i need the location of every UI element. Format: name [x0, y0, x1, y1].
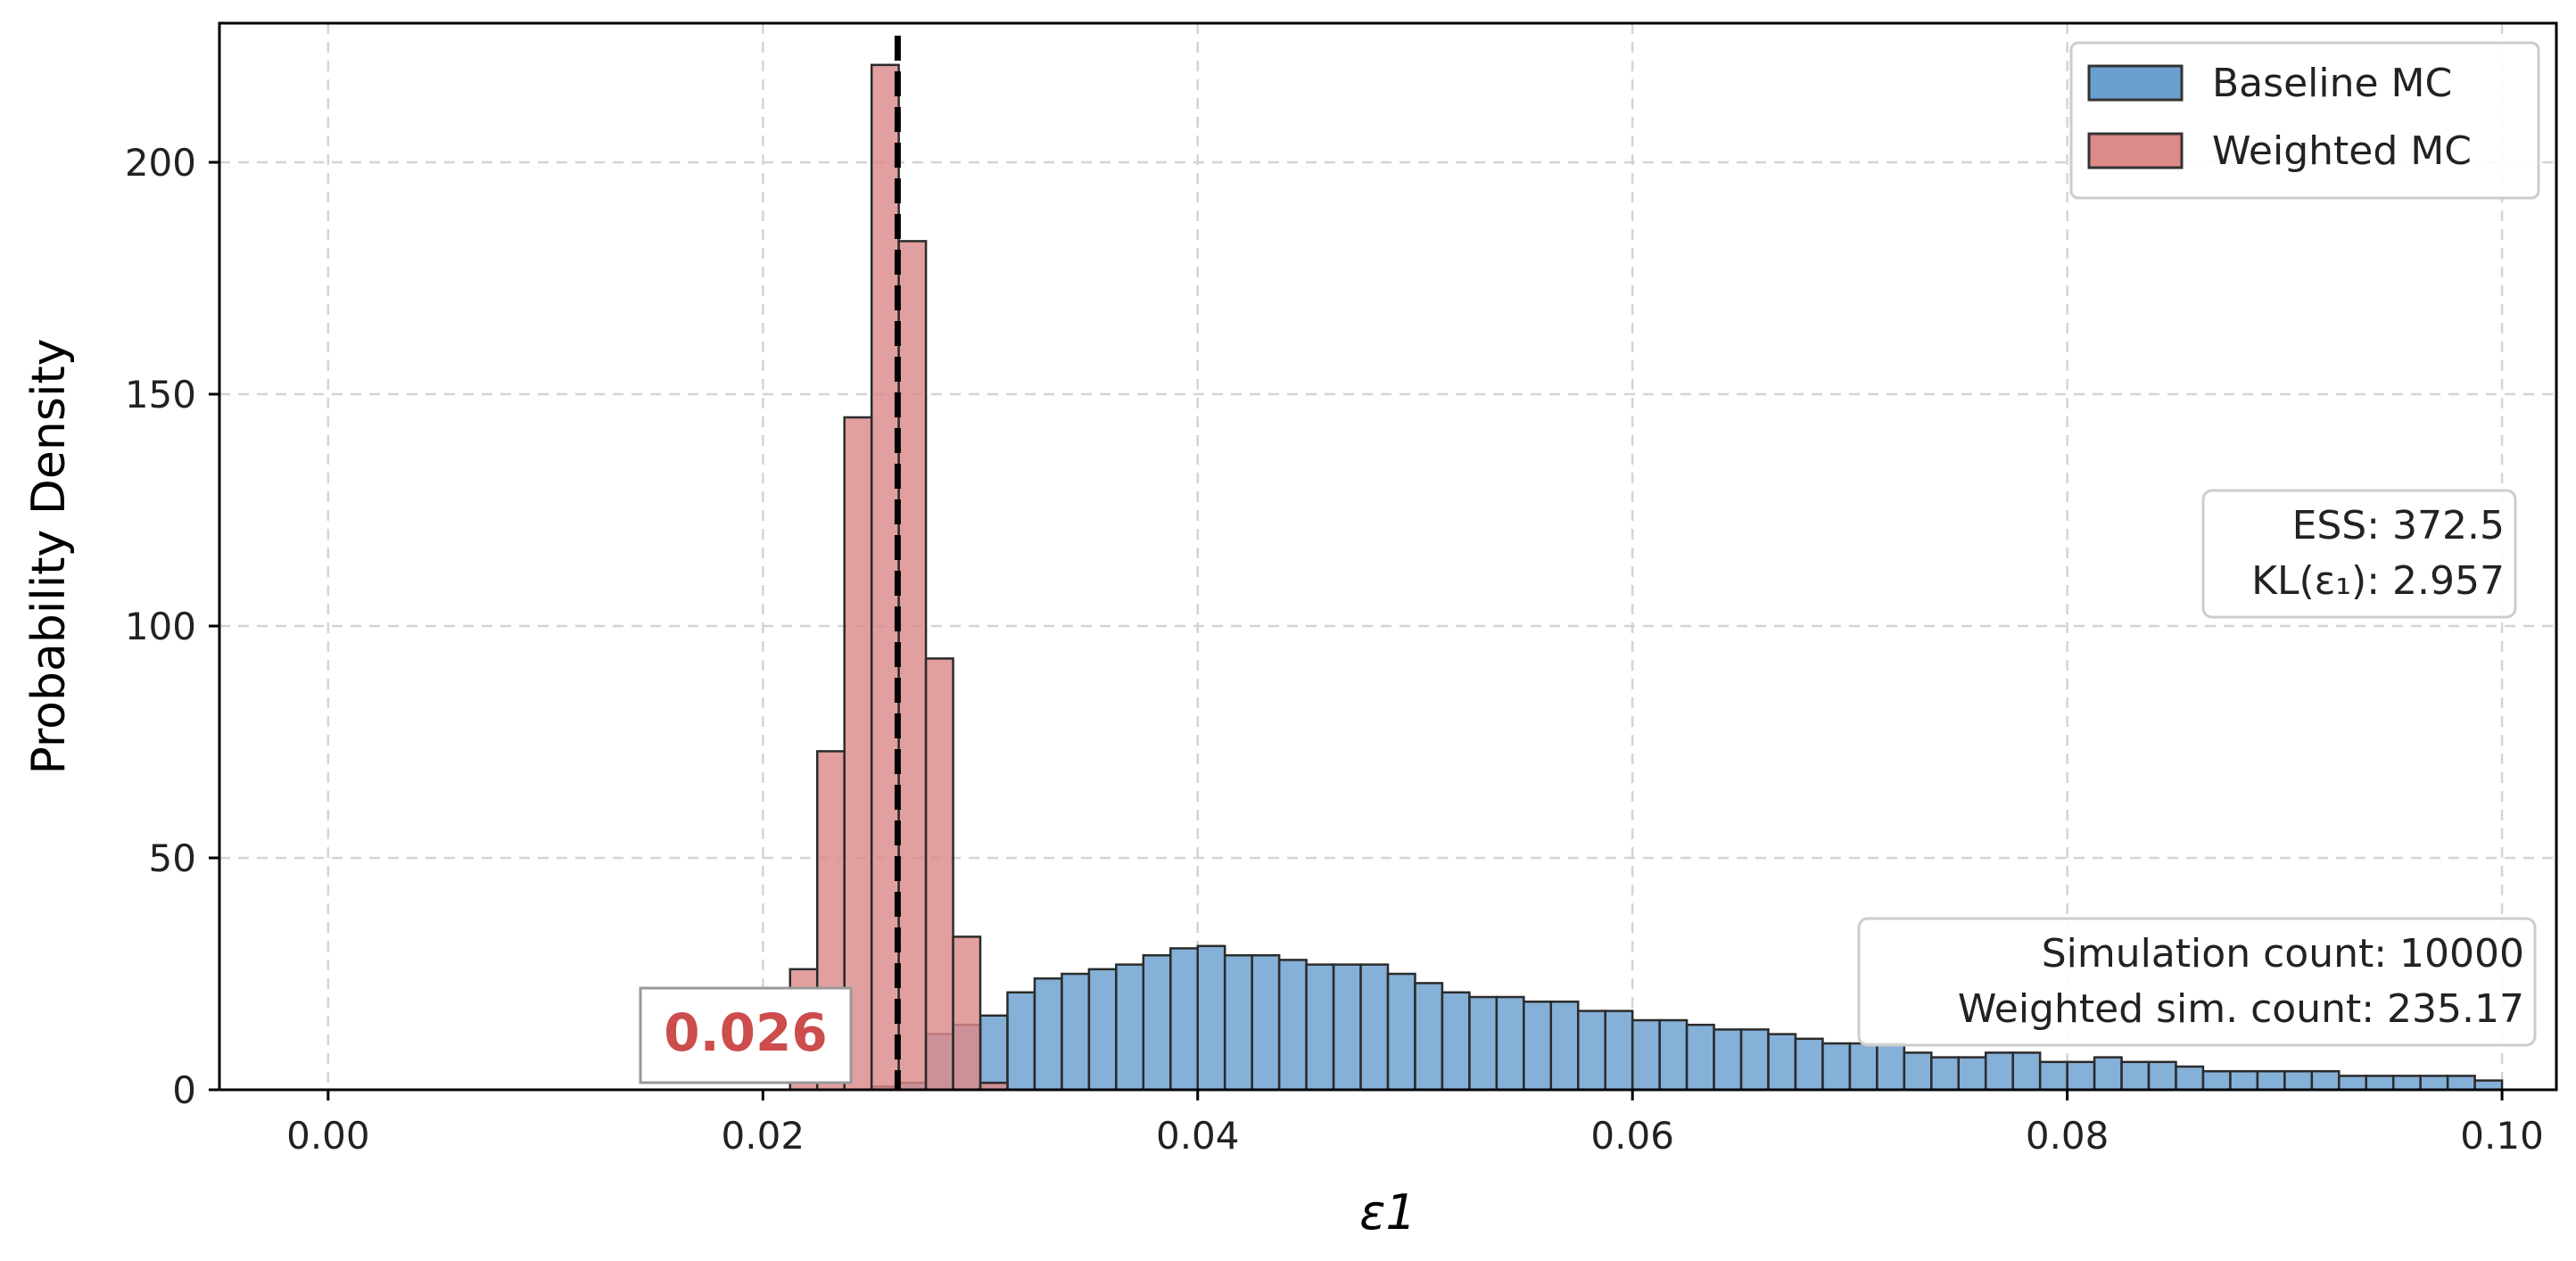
peak-callout: 0.026	[639, 986, 853, 1084]
baseline-bar-24	[1523, 1000, 1553, 1092]
stats-box: ESS: 372.5 KL(ε₁): 2.957	[2201, 489, 2517, 619]
baseline-bar-32	[1739, 1028, 1770, 1092]
baseline-bar-25	[1549, 1000, 1580, 1092]
baseline-bar-55	[2365, 1075, 2395, 1092]
baseline-bar-43	[2038, 1060, 2068, 1092]
y-tick-label-0: 0	[172, 1068, 196, 1112]
baseline-bar-51	[2256, 1069, 2286, 1092]
weighted-bar-5	[924, 657, 954, 1092]
baseline-bar-41	[1984, 1051, 2014, 1092]
x-tick-label-5: 0.10	[2460, 1114, 2544, 1158]
baseline-bar-26	[1577, 1010, 1606, 1092]
baseline-bar-28	[1631, 1018, 1661, 1092]
baseline-bar-20	[1414, 982, 1444, 1092]
peak-callout-box	[639, 986, 853, 1084]
x-tick-label-2: 0.04	[1156, 1114, 1240, 1158]
x-tick-label-4: 0.08	[2026, 1114, 2110, 1158]
baseline-bar-11	[1169, 947, 1199, 1092]
baseline-bar-35	[1821, 1042, 1852, 1092]
baseline-bar-40	[1957, 1056, 1987, 1092]
baseline-bar-6	[1033, 977, 1063, 1092]
baseline-bar-8	[1087, 968, 1118, 1092]
peak-callout-value: 0.026	[664, 1002, 827, 1063]
baseline-bar-42	[2011, 1051, 2042, 1092]
count-box: Simulation count: 10000 Weighted sim. co…	[1857, 917, 2537, 1047]
baseline-bar-46	[2120, 1060, 2151, 1092]
x-axis-ticks: 0.00 0.02 0.04 0.06 0.08 0.10	[286, 1090, 2544, 1158]
stats-box-frame	[2201, 489, 2517, 619]
baseline-bar-36	[1848, 1042, 1878, 1092]
baseline-bar-10	[1142, 953, 1172, 1092]
baseline-bar-22	[1468, 995, 1499, 1092]
baseline-bar-21	[1441, 991, 1471, 1092]
count-simulation: Simulation count: 10000	[2042, 931, 2524, 977]
baseline-bar-47	[2147, 1060, 2177, 1092]
baseline-bar-59	[2473, 1079, 2504, 1092]
baseline-bar-44	[2066, 1060, 2096, 1092]
baseline-bar-53	[2310, 1069, 2341, 1092]
baseline-bar-17	[1332, 963, 1362, 1092]
x-tick-label-3: 0.06	[1590, 1114, 1674, 1158]
baseline-bar-19	[1386, 972, 1416, 1092]
baseline-bar-49	[2201, 1069, 2232, 1092]
baseline-bar-56	[2391, 1075, 2422, 1092]
baseline-bar-5	[1006, 991, 1036, 1092]
legend-swatch-baseline	[2087, 64, 2184, 102]
baseline-bar-45	[2093, 1056, 2123, 1092]
weighted-bar-2	[843, 416, 873, 1092]
weighted-bar-6	[952, 935, 982, 1092]
baseline-bar-12	[1196, 944, 1226, 1092]
legend-swatch-weighted	[2087, 132, 2184, 169]
y-axis-label: Probability Density	[22, 338, 76, 774]
baseline-bar-30	[1685, 1023, 1715, 1092]
baseline-bar-57	[2419, 1075, 2449, 1092]
y-tick-label-3: 150	[125, 373, 196, 416]
legend: Baseline MC Weighted MC	[2069, 41, 2540, 200]
legend-label-weighted: Weighted MC	[2212, 128, 2472, 174]
y-tick-label-2: 100	[125, 605, 196, 648]
baseline-bar-18	[1359, 963, 1390, 1092]
y-axis-ticks: 0 50 100 150 200	[125, 141, 219, 1112]
y-tick-label-1: 50	[149, 837, 196, 880]
plot-frame	[218, 21, 2558, 1092]
baseline-bar-50	[2229, 1069, 2259, 1092]
baseline-bar-16	[1305, 963, 1335, 1092]
baseline-bar-38	[1903, 1051, 1933, 1092]
baseline-bar-29	[1658, 1018, 1688, 1092]
baseline-bar-31	[1713, 1028, 1743, 1092]
baseline-bar-27	[1604, 1010, 1634, 1092]
count-weighted: Weighted sim. count: 235.17	[1958, 986, 2524, 1032]
x-tick-label-1: 0.02	[722, 1114, 805, 1158]
stats-ess: ESS: 372.5	[2292, 503, 2505, 548]
baseline-bar-48	[2175, 1065, 2205, 1092]
baseline-bar-23	[1495, 995, 1525, 1092]
baseline-bar-54	[2338, 1075, 2367, 1092]
baseline-bar-9	[1115, 963, 1145, 1092]
baseline-bar-15	[1277, 959, 1308, 1092]
baseline-bar-37	[1876, 1042, 1906, 1092]
baseline-bar-4	[978, 1014, 1009, 1092]
y-tick-label-4: 200	[125, 141, 196, 185]
legend-box	[2069, 41, 2540, 200]
baseline-bar-52	[2283, 1069, 2314, 1092]
x-tick-label-0: 0.00	[286, 1114, 370, 1158]
count-box-frame	[1857, 917, 2537, 1047]
weighted-bar-4	[897, 240, 928, 1092]
baseline-bar-39	[1930, 1056, 1961, 1092]
baseline-bar-13	[1223, 953, 1253, 1092]
baseline-bar-34	[1794, 1037, 1824, 1092]
baseline-bar-7	[1061, 972, 1091, 1092]
stats-kl: KL(ε₁): 2.957	[2251, 558, 2505, 604]
baseline-bar-33	[1767, 1033, 1797, 1092]
baseline-bar-58	[2446, 1075, 2476, 1092]
baseline-bar-14	[1251, 953, 1281, 1092]
x-axis-label: ε1	[1359, 1184, 1416, 1240]
legend-label-baseline: Baseline MC	[2212, 61, 2452, 106]
